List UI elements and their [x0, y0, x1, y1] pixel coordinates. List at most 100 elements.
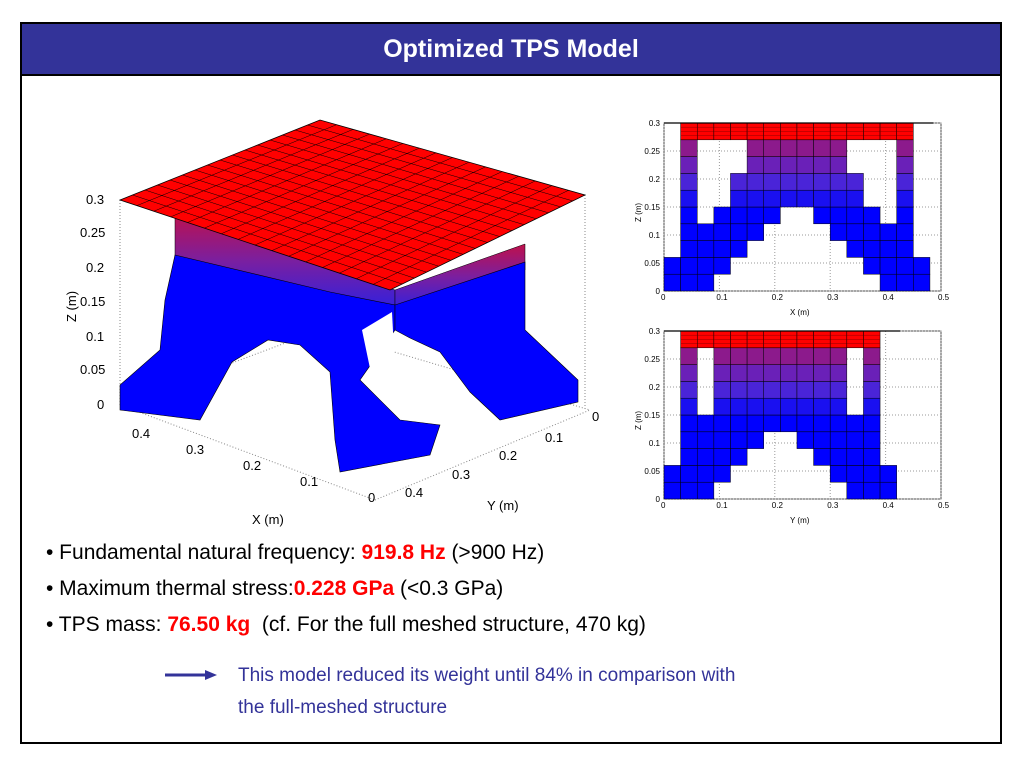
x-tick: 0.2 — [243, 458, 261, 473]
voxel-cell — [763, 414, 781, 433]
x-tick: 0.4 — [883, 293, 895, 302]
y-ticks: 0 0.1 0.2 0.3 0.4 — [405, 409, 599, 500]
z-tick: 0.2 — [86, 260, 104, 275]
voxel-cell — [863, 347, 881, 365]
voxel-cell — [746, 414, 764, 433]
voxel-cell — [846, 465, 864, 483]
mesh-line — [257, 144, 525, 225]
x-tick: 0 — [661, 293, 666, 302]
voxel-cell — [846, 414, 864, 433]
y-tick: 0.3 — [452, 467, 470, 482]
mesh-line — [373, 190, 569, 285]
y-tick: 0.4 — [405, 485, 423, 500]
x-axis-label: X (m) — [790, 308, 810, 317]
highlight-value: 919.8 Hz — [361, 541, 446, 564]
y-axis-label: Z (m) — [634, 203, 643, 222]
voxel-cell — [713, 448, 731, 466]
mesh-line — [232, 154, 500, 237]
y-tick: 0.05 — [644, 467, 660, 476]
voxel-cell — [813, 448, 831, 466]
voxel-cell — [796, 414, 814, 433]
voxel-cell — [746, 347, 764, 365]
mesh-line — [269, 139, 537, 219]
highlight-value: 76.50 kg — [167, 613, 251, 636]
z-tick: 0.05 — [80, 362, 105, 377]
x-tick: 0.3 — [827, 501, 839, 510]
y-tick: 0.15 — [644, 203, 660, 212]
y-tick: 0.2 — [649, 175, 661, 184]
y-tick: 0.25 — [644, 147, 660, 156]
voxel-cell — [680, 431, 698, 449]
voxel-cell — [746, 364, 764, 382]
voxel-cell — [746, 431, 764, 449]
voxel-cell — [680, 381, 698, 399]
hole — [362, 312, 395, 378]
voxel-cell — [680, 347, 698, 365]
x-tick: 0.3 — [186, 442, 204, 457]
voxel-cell — [696, 431, 715, 449]
voxel-cell — [846, 448, 864, 466]
z-axis-label: Z (m) — [64, 291, 79, 322]
x-tick: 0.5 — [938, 293, 950, 302]
x-axis-label: Y (m) — [790, 516, 810, 525]
bullet-stress: • Maximum thermal stress:0.228 GPa (<0.3… — [46, 573, 646, 609]
voxel-cell — [863, 481, 881, 500]
voxel-cell — [780, 397, 798, 416]
voxel-cell — [813, 431, 831, 449]
voxel-cell — [863, 431, 881, 449]
voxel-cell — [663, 481, 681, 500]
mesh-line — [322, 176, 519, 268]
conclusion-note: This model reduced its weight until 84% … — [238, 660, 735, 724]
voxel-cell — [863, 465, 881, 483]
voxel-cell — [829, 364, 848, 382]
voxel-cell — [913, 257, 931, 275]
voxel-cell — [813, 347, 831, 365]
y-tick: 0 — [656, 495, 661, 504]
y-tick: 0 — [656, 287, 661, 296]
voxel-cell — [829, 397, 848, 416]
voxel-cell — [730, 397, 748, 416]
voxel-cell — [863, 206, 881, 225]
y-tick: 0.3 — [649, 327, 661, 336]
solid-right-body — [394, 261, 579, 421]
voxel-cell — [846, 431, 864, 449]
voxel-cell — [796, 397, 814, 416]
voxel-cell — [796, 431, 814, 449]
bullet-mass: • TPS mass: 76.50 kg (cf. For the full m… — [46, 609, 646, 645]
voxel-cell — [829, 347, 848, 365]
mesh-line — [356, 185, 552, 279]
voxel-cell — [863, 414, 881, 433]
voxel-cell — [829, 448, 848, 466]
x-tick: 0.4 — [132, 426, 150, 441]
title-bar: Optimized TPS Model — [20, 22, 1002, 76]
voxel-cell — [680, 364, 698, 382]
voxel-cell — [879, 481, 897, 500]
voxel-cell — [680, 414, 698, 433]
slide-title: Optimized TPS Model — [383, 34, 639, 63]
voxel-cell — [730, 431, 748, 449]
voxel-cell — [763, 381, 781, 399]
voxel-cell — [680, 481, 698, 500]
mesh-line — [282, 134, 549, 214]
x-tick: 0.2 — [772, 293, 784, 302]
bullet-list: • Fundamental natural frequency: 919.8 H… — [46, 537, 646, 645]
y-tick: 0 — [592, 409, 599, 424]
voxel-cell — [713, 381, 731, 399]
voxel-cell — [730, 347, 748, 365]
voxel-cell — [746, 381, 764, 399]
mesh-line — [305, 171, 503, 263]
voxel-cell — [863, 397, 881, 416]
voxel-cell — [796, 364, 814, 382]
voxel-cell — [813, 414, 831, 433]
voxel-cell — [713, 414, 731, 433]
x-tick: 0.5 — [938, 501, 950, 510]
voxel-cell — [813, 364, 831, 382]
voxel-cell — [796, 347, 814, 365]
z-tick: 0.25 — [80, 225, 105, 240]
y-tick: 0.2 — [649, 383, 661, 392]
voxel-cell — [813, 381, 831, 399]
voxel-cell — [713, 364, 731, 382]
mesh-line — [244, 149, 512, 231]
voxel-cell — [696, 448, 715, 466]
